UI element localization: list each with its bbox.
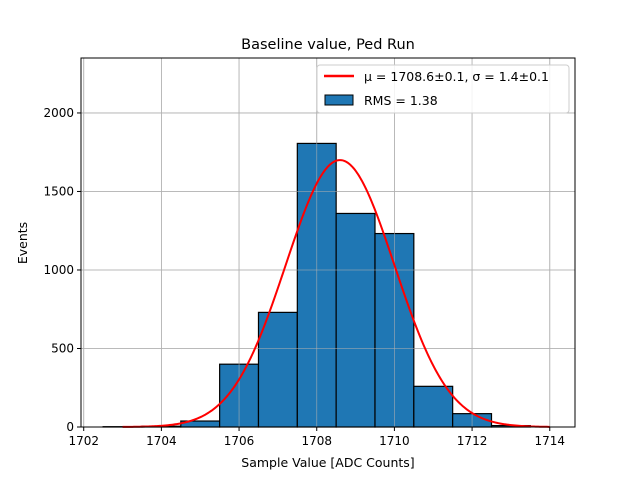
y-tick-label: 0: [66, 420, 74, 434]
legend-histogram-label: RMS = 1.38: [364, 93, 438, 108]
chart-title: Baseline value, Ped Run: [241, 37, 415, 53]
histogram-bar: [414, 386, 453, 427]
y-ticks: 0 500 1000 1500 2000: [43, 106, 81, 434]
x-axis-label: Sample Value [ADC Counts]: [241, 455, 414, 470]
histogram-bar: [336, 213, 375, 427]
x-tick-label: 1708: [301, 434, 332, 448]
y-axis-label: Events: [15, 222, 30, 264]
x-ticks: 1702 1704 1706 1708 1710 1712 1714: [68, 427, 565, 448]
x-tick-label: 1710: [379, 434, 410, 448]
y-tick-label: 500: [51, 341, 74, 355]
y-tick-label: 1500: [43, 184, 74, 198]
x-tick-label: 1704: [146, 434, 177, 448]
legend-fit-label: μ = 1708.6±0.1, σ = 1.4±0.1: [364, 69, 549, 84]
x-tick-label: 1702: [68, 434, 99, 448]
x-tick-label: 1712: [457, 434, 488, 448]
y-tick-label: 1000: [43, 263, 74, 277]
y-tick-label: 2000: [43, 106, 74, 120]
legend-histogram-swatch: [325, 95, 353, 105]
legend: μ = 1708.6±0.1, σ = 1.4±0.1 RMS = 1.38: [317, 65, 569, 113]
x-tick-label: 1714: [534, 434, 565, 448]
x-tick-label: 1706: [224, 434, 255, 448]
histogram-bar: [258, 312, 297, 427]
